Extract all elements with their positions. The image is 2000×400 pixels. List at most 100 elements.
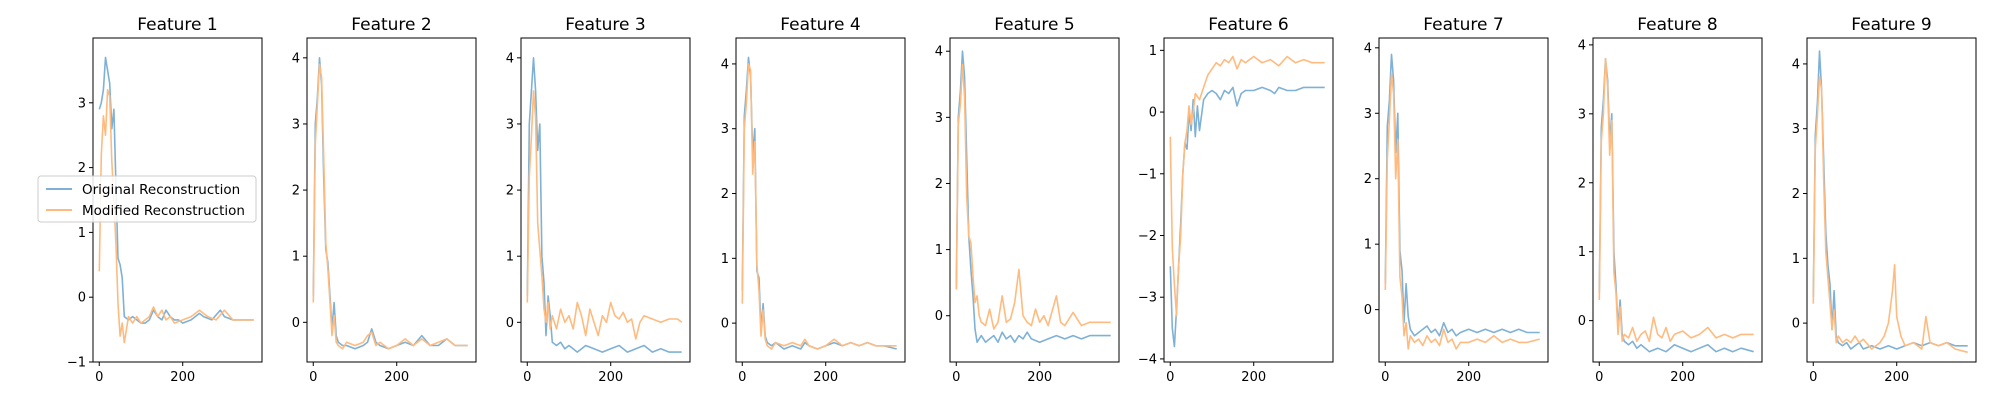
y-tick-label: 1 [1149,44,1157,59]
modified-line-panel-5 [955,63,1111,330]
modified-line-panel-1 [98,89,254,344]
panel-8: 0 1 2 3 4 0 200 Feature 8 [1578,15,1763,385]
modified-line-panel-6 [1169,55,1325,317]
axes-frame-panel-4 [735,37,906,363]
original-line-panel-3 [526,57,682,353]
x-tick-label: 0 [1809,370,1817,385]
y-tick-label: 2 [292,184,300,199]
axes-frame-panel-9 [1806,37,1977,363]
panel-title: Feature 6 [1208,15,1288,35]
modified-line-panel-2 [312,63,468,350]
panel-title: Feature 8 [1637,15,1717,35]
y-tick-label: 3 [1578,107,1586,122]
x-tick-label: 200 [1456,370,1481,385]
y-tick-label: 1 [721,252,729,267]
x-tick-label: 0 [1595,370,1603,385]
y-tick-label: 4 [1792,57,1800,72]
y-tick-label: 1 [506,250,514,265]
axes-frame-panel-7 [1378,37,1549,363]
legend-box [37,175,257,223]
y-tick-label: −2 [1138,229,1157,244]
x-tick-label: 0 [309,370,317,385]
y-tick-label: 4 [1578,38,1586,53]
x-tick-label: 200 [170,370,195,385]
original-line-panel-7 [1384,53,1540,337]
y-tick-label: 1 [1578,245,1586,260]
legend-entry-label: Original Reconstruction [82,182,240,198]
y-tick-label: 0 [1578,314,1586,329]
y-tick-label: 0 [506,316,514,331]
x-tick-label: 0 [523,370,531,385]
modified-line-panel-3 [526,90,683,340]
x-tick-label: 200 [1027,370,1052,385]
panel-title: Feature 9 [1851,15,1931,35]
y-tick-label: 1 [1792,252,1800,267]
y-tick-label: 2 [935,177,943,192]
panel-5: 0 1 2 3 4 0 200 Feature 5 [935,15,1120,385]
y-tick-label: 4 [506,51,514,66]
panel-7: 0 1 2 3 4 0 200 Feature 7 [1364,15,1549,385]
original-line-panel-5 [955,50,1111,343]
y-tick-label: 1 [292,250,300,265]
y-tick-label: 3 [1792,122,1800,137]
panel-title: Feature 2 [351,15,431,35]
panel-6: −4 −3 −2 −1 0 1 0 200 Feature 6 [1138,15,1334,385]
axes-frame-panel-3 [520,37,691,363]
legend: Original Reconstruction Modified Reconstr… [37,175,257,223]
y-tick-label: 0 [721,317,729,332]
y-tick-label: 3 [935,111,943,126]
x-tick-label: 200 [813,370,838,385]
panel-2: 0 1 2 3 4 0 200 Feature 2 [292,15,477,385]
x-tick-label: 0 [1381,370,1389,385]
y-tick-label: 3 [292,117,300,132]
x-tick-label: 0 [738,370,746,385]
panel-title: Feature 3 [565,15,645,35]
y-tick-label: 2 [1578,176,1586,191]
x-tick-label: 0 [1166,370,1174,385]
y-tick-label: 0 [1792,317,1800,332]
y-tick-label: 1 [78,226,86,241]
panel-title: Feature 1 [137,15,217,35]
modified-line-panel-8 [1598,57,1754,343]
y-tick-label: 2 [1792,187,1800,202]
y-tick-label: 1 [935,243,943,258]
y-tick-label: 0 [292,316,300,331]
modified-line-panel-4 [741,63,897,350]
x-tick-label: 0 [95,370,103,385]
y-tick-label: 4 [935,45,943,60]
modified-line-panel-7 [1384,73,1540,350]
y-tick-label: 2 [721,187,729,202]
y-tick-label: 4 [292,51,300,66]
x-tick-label: 200 [1670,370,1695,385]
panel-title: Feature 5 [994,15,1074,35]
y-tick-label: 2 [78,161,86,176]
y-tick-label: 1 [1364,238,1372,253]
x-tick-label: 200 [384,370,409,385]
panel-title: Feature 4 [780,15,860,35]
original-line-panel-1 [98,56,254,324]
x-tick-label: 200 [1884,370,1909,385]
y-tick-label: 0 [935,309,943,324]
x-tick-label: 0 [952,370,960,385]
modified-line-panel-9 [1812,76,1968,354]
panel-title: Feature 7 [1423,15,1503,35]
y-tick-label: −4 [1138,352,1157,367]
legend-entry-label: Modified Reconstruction [82,203,245,219]
axes-frame-panel-6 [1163,37,1334,363]
y-tick-label: 0 [1149,106,1157,121]
x-tick-label: 200 [598,370,623,385]
y-tick-label: −1 [1138,167,1157,182]
y-tick-label: 3 [721,122,729,137]
y-tick-label: 4 [1364,41,1372,56]
y-tick-label: 2 [1364,172,1372,187]
y-tick-label: −3 [1138,291,1157,306]
axes-frame-panel-8 [1592,37,1763,363]
y-tick-label: 2 [506,184,514,199]
y-tick-label: −1 [67,356,86,371]
y-tick-label: 3 [78,96,86,111]
axes-frame-panel-2 [306,37,477,363]
x-tick-label: 200 [1241,370,1266,385]
